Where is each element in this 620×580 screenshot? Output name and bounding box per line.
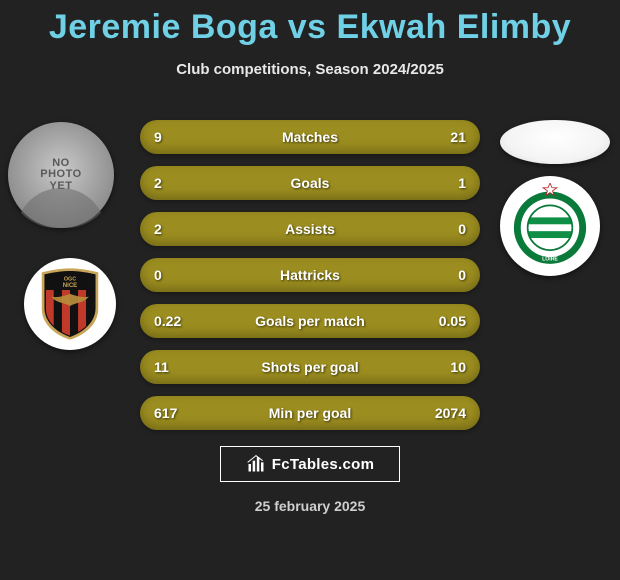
stat-left-value: 0 [154,267,162,283]
ogc-nice-crest-icon: OGC NICE [33,267,107,341]
stat-row-goals: 2 Goals 1 [140,166,480,200]
stat-left-value: 0.22 [154,313,181,329]
stat-label: Shots per goal [261,359,358,375]
crest-left-text: OGC [64,276,76,282]
stat-left-value: 9 [154,129,162,145]
stat-right-value: 0 [458,221,466,237]
player-left-club-crest: OGC NICE [24,258,116,350]
footer-brand: FcTables.com [220,446,400,482]
asse-crest-icon: A . S . S . E . LOIRE [507,183,593,269]
player-right-avatar [500,120,610,164]
stat-label: Min per goal [269,405,351,421]
stat-row-matches: 9 Matches 21 [140,120,480,154]
stat-label: Goals per match [255,313,365,329]
player-right-club-crest: A . S . S . E . LOIRE [500,176,600,276]
stat-right-value: 0.05 [439,313,466,329]
stat-label: Goals [291,175,330,191]
stat-right-value: 21 [450,129,466,145]
stat-label: Assists [285,221,335,237]
avatar-silhouette [8,180,114,228]
player-left-avatar: NO PHOTO YET [8,122,114,228]
stat-right-value: 0 [458,267,466,283]
crest-right-ring-bottom: LOIRE [542,256,558,262]
stat-row-shots-per-goal: 11 Shots per goal 10 [140,350,480,384]
page-title: Jeremie Boga vs Ekwah Elimby [0,0,620,47]
stat-right-value: 10 [450,359,466,375]
stat-left-value: 2 [154,221,162,237]
stat-left-value: 2 [154,175,162,191]
bar-chart-icon [246,454,266,474]
stat-row-min-per-goal: 617 Min per goal 2074 [140,396,480,430]
stat-label: Matches [282,129,338,145]
stats-container: 9 Matches 21 2 Goals 1 2 Assists 0 0 Hat… [140,120,480,442]
footer-brand-text: FcTables.com [272,456,375,473]
footer-date: 25 february 2025 [255,498,366,514]
stat-left-value: 617 [154,405,177,421]
crest-left-text2: NICE [63,283,77,289]
stat-row-hattricks: 0 Hattricks 0 [140,258,480,292]
page-subtitle: Club competitions, Season 2024/2025 [0,61,620,78]
stat-label: Hattricks [280,267,340,283]
stat-row-assists: 2 Assists 0 [140,212,480,246]
stat-right-value: 1 [458,175,466,191]
stat-left-value: 11 [154,359,169,375]
stat-row-goals-per-match: 0.22 Goals per match 0.05 [140,304,480,338]
stat-right-value: 2074 [435,405,466,421]
